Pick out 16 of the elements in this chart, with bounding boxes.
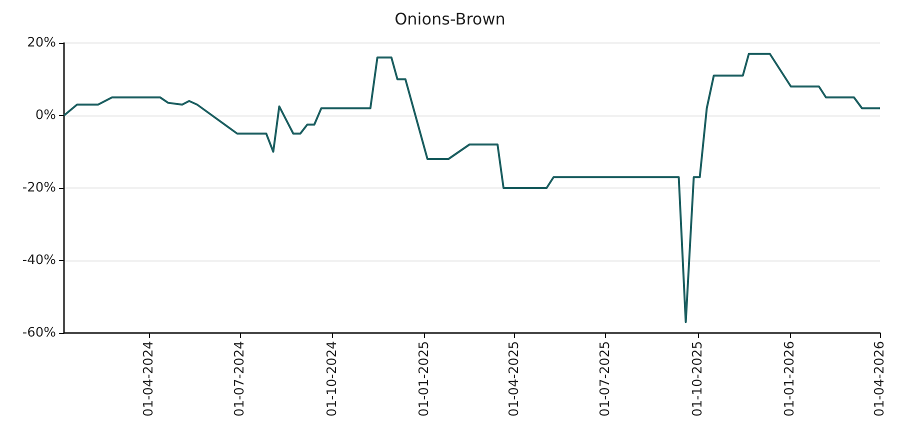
x-tick-label: 01-04-2025 — [507, 341, 522, 417]
x-tick-label: 01-04-2024 — [142, 341, 157, 417]
x-tick-label: 01-01-2025 — [416, 341, 432, 417]
y-tick-label: -40% — [22, 253, 56, 268]
y-tick-label: 20% — [27, 36, 56, 50]
x-tick-label: 01-01-2026 — [782, 341, 798, 417]
y-tick-label: 0% — [35, 108, 56, 123]
x-tick-label: 01-10-2025 — [690, 341, 706, 417]
y-tick-label: -60% — [22, 326, 56, 340]
x-tick-label: 01-07-2025 — [598, 341, 614, 417]
y-tick-label: -20% — [22, 180, 56, 196]
line-series — [63, 52, 881, 324]
x-tick-label: 01-04-2026 — [872, 341, 888, 417]
x-tick-label: 01-10-2024 — [324, 341, 340, 417]
x-tick-label: 01-07-2024 — [232, 341, 248, 417]
chart-title: Onions-Brown — [394, 10, 506, 28]
